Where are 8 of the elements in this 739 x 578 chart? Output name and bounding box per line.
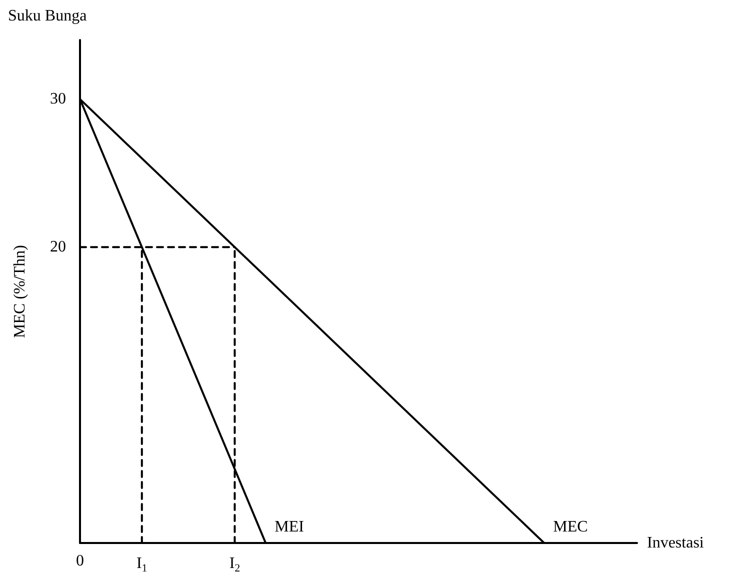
y-tick-label: 20 (50, 238, 66, 256)
y-axis-title: MEC (%/Thn) (12, 245, 28, 338)
text: Suku Bunga (8, 8, 87, 24)
y-tick-label: 30 (50, 90, 66, 108)
x-axis-title: Investasi (647, 534, 704, 552)
series-label: MEI (274, 518, 304, 536)
series-label: MEC (553, 518, 588, 536)
x-tick-label: 0 (76, 552, 84, 570)
